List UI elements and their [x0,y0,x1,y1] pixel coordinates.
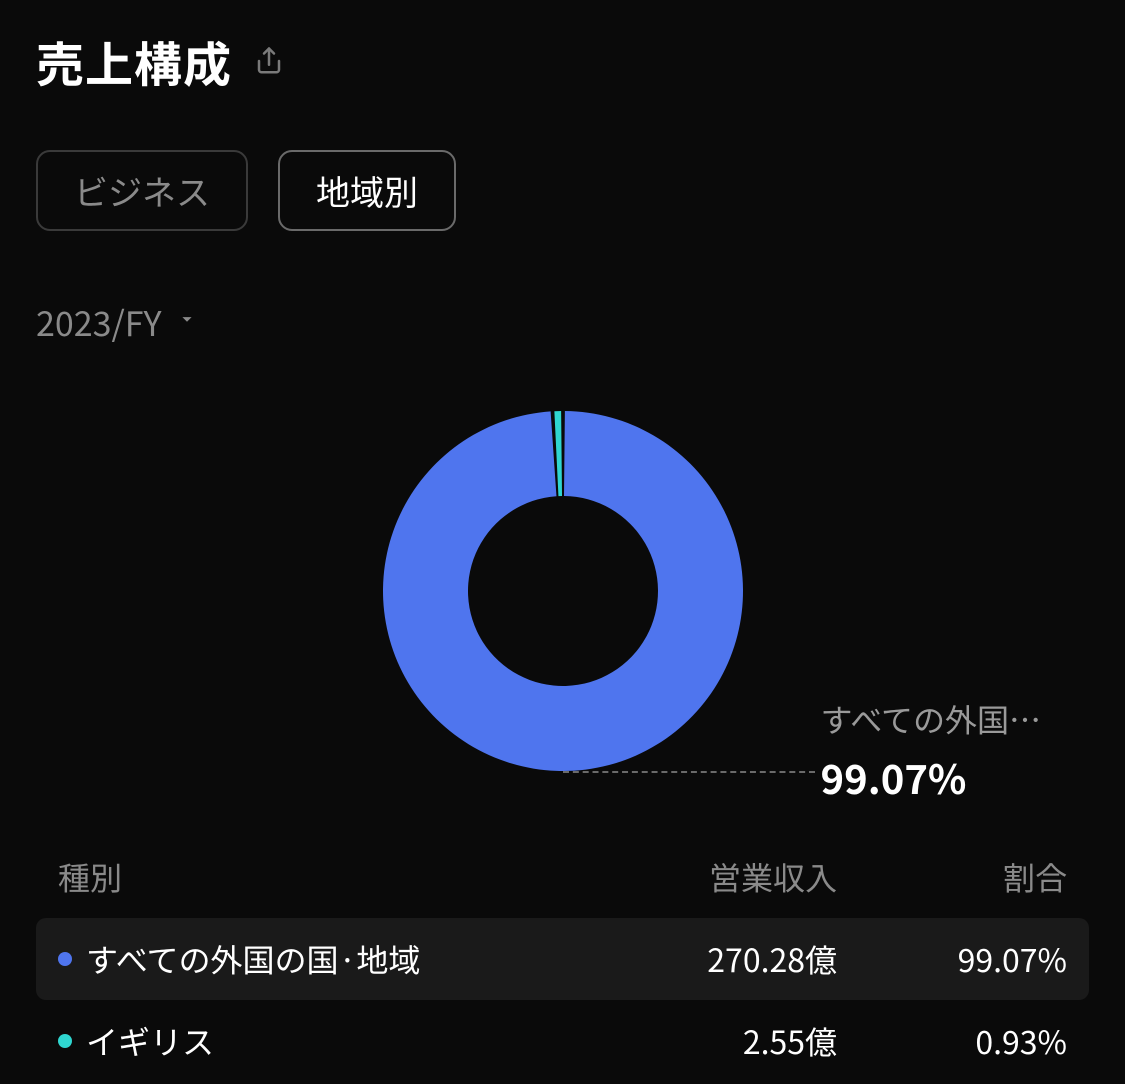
tab-bar: ビジネス 地域別 [36,150,1089,231]
donut-slice[interactable] [383,411,743,771]
title-row: 売上構成 [36,26,1089,96]
row-name: イギリス [86,1018,214,1064]
row-revenue: 2.55億 [537,1018,837,1064]
table-row[interactable]: すべての外国の国·地域 270.28億99.07% [36,918,1089,1000]
series-dot [58,952,72,966]
series-dot [58,1034,72,1048]
donut-svg [383,411,743,771]
col-ratio: 割合 [837,854,1067,900]
donut-chart: すべての外国… 99.07% [36,356,1089,826]
row-ratio: 99.07% [837,936,1067,982]
chevron-down-icon [176,308,198,335]
col-revenue: 営業収入 [537,854,837,900]
row-ratio: 0.93% [837,1018,1067,1064]
period-value: 2023/FY [36,297,162,346]
period-selector[interactable]: 2023/FY [36,297,1089,346]
breakdown-table: 種別 営業収入 割合 すべての外国の国·地域 270.28億99.07% イギリス 2… [36,836,1089,1082]
row-revenue: 270.28億 [537,936,837,982]
revenue-composition-panel: 売上構成 ビジネス 地域別 2023/FY すべての外国… 99.07% [0,0,1125,1082]
callout-leader-line [563,771,815,773]
table-header: 種別 営業収入 割合 [36,836,1089,918]
row-type-cell: すべての外国の国·地域 [58,936,537,982]
donut-holder [383,411,743,771]
chart-callout: すべての外国… 99.07% [821,696,1041,806]
tab-business[interactable]: ビジネス [36,150,248,231]
row-type-cell: イギリス [58,1018,537,1064]
tab-region[interactable]: 地域別 [278,150,456,231]
callout-label: すべての外国… [821,696,1041,742]
table-row[interactable]: イギリス 2.55億0.93% [36,1000,1089,1082]
callout-value: 99.07% [821,748,1041,806]
table-body: すべての外国の国·地域 270.28億99.07% イギリス 2.55億0.93% [36,918,1089,1082]
row-name: すべての外国の国·地域 [86,936,420,982]
page-title: 売上構成 [36,26,232,96]
col-type: 種別 [58,854,537,900]
share-icon[interactable] [254,46,284,76]
